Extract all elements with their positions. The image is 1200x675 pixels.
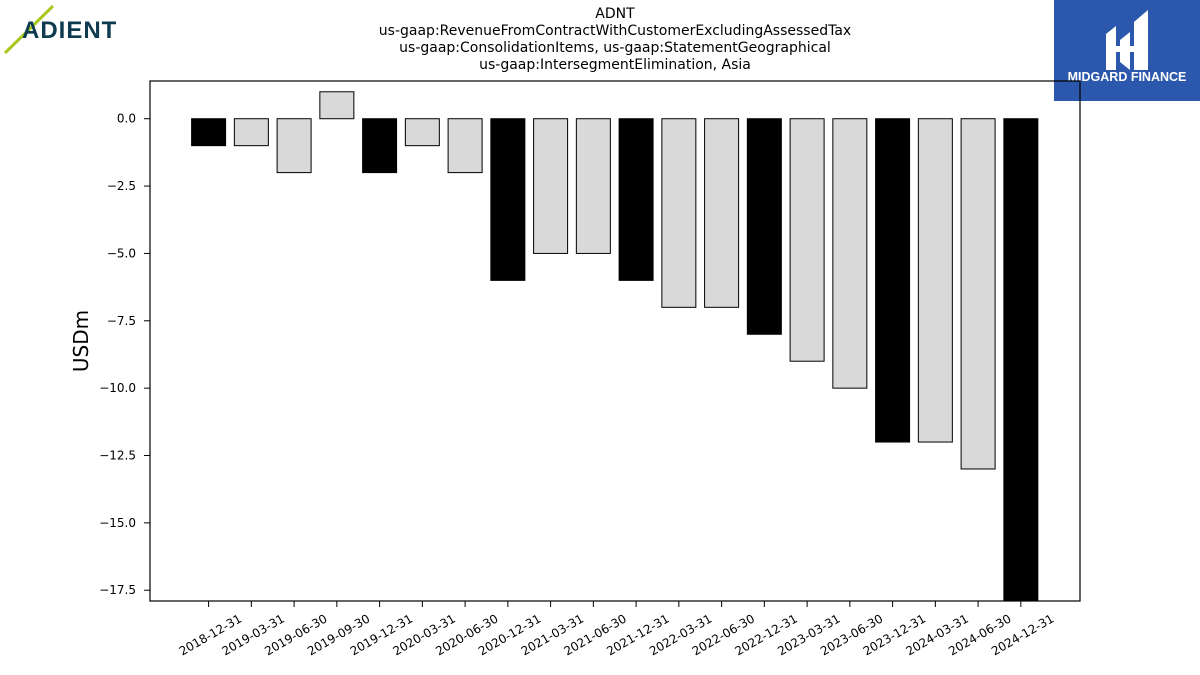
midgard-emblem-icon [1106, 10, 1148, 70]
title-line-2: us-gaap:RevenueFromContractWithCustomerE… [378, 23, 852, 39]
bar-2024-06-30 [960, 118, 996, 470]
chart-title: ADNT us-gaap:RevenueFromContractWithCust… [315, 6, 915, 74]
bar-2024-03-31 [917, 118, 953, 443]
adient-logo: ADIENT [0, 0, 140, 60]
y-axis: 0.0 −2.5 −5.0 −7.5 −10.0 −12.5 −15.0 −17.5 [99, 112, 150, 597]
y-tick-label: −7.5 [107, 314, 136, 328]
bar-2018-12-31 [191, 118, 227, 147]
bar-2021-03-31 [533, 118, 569, 254]
x-axis: 2018-12-312019-03-312019-06-302019-09-30… [177, 601, 1056, 658]
y-tick-label: −2.5 [107, 179, 136, 193]
bar-2023-06-30 [832, 118, 868, 389]
title-line-4: us-gaap:IntersegmentElimination, Asia [479, 57, 751, 73]
title-line-1: ADNT [595, 6, 635, 22]
bar-2021-06-30 [575, 118, 611, 254]
y-tick-label: −17.5 [99, 583, 136, 597]
bar-2020-12-31 [490, 118, 526, 281]
bars-group [191, 91, 1039, 602]
bar-2019-03-31 [233, 118, 269, 147]
bar-2023-12-31 [875, 118, 911, 443]
midgard-logo-text: MIDGARD FINANCE [1068, 70, 1187, 84]
bar-2021-12-31 [618, 118, 654, 281]
title-line-3: us-gaap:ConsolidationItems, us-gaap:Stat… [399, 40, 831, 56]
y-tick-label: −12.5 [99, 449, 136, 463]
bar-2023-03-31 [789, 118, 825, 362]
bar-2019-09-30 [319, 91, 355, 120]
bar-2019-06-30 [276, 118, 312, 174]
y-axis-label: USDm [69, 310, 93, 372]
adient-logo-text: ADIENT [22, 17, 117, 44]
bar-2022-06-30 [704, 118, 740, 308]
y-tick-label: −15.0 [99, 516, 136, 530]
logo-accent-stroke [3, 4, 55, 55]
y-tick-label: −10.0 [99, 381, 136, 395]
y-tick-label: 0.0 [117, 112, 136, 126]
plot-frame [149, 80, 1081, 602]
bar-2020-06-30 [447, 118, 483, 174]
bar-2024-12-31 [1003, 118, 1039, 602]
y-tick-label: −5.0 [107, 246, 136, 260]
midgard-finance-logo: MIDGARD FINANCE [1054, 0, 1200, 101]
bar-2020-03-31 [404, 118, 440, 147]
bar-2022-12-31 [746, 118, 782, 335]
bar-2019-12-31 [362, 118, 398, 174]
bar-2022-03-31 [661, 118, 697, 308]
